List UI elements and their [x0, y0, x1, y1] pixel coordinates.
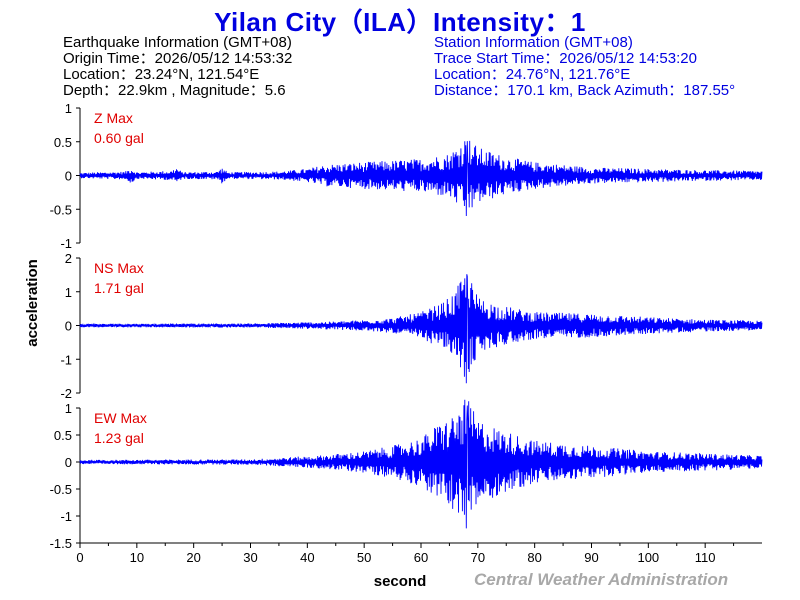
y-tick-label: 0.5	[54, 135, 72, 150]
x-tick-label: 100	[637, 550, 659, 565]
y-tick-label: 0	[65, 319, 72, 334]
panel-label-1: Z Max	[94, 110, 133, 126]
y-tick-label: -1	[60, 236, 72, 251]
x-tick-label: 10	[130, 550, 144, 565]
distance-azimuth: Distance：170.1 km, Back Azimuth：187.55°	[434, 82, 736, 99]
x-tick-label: 70	[471, 550, 485, 565]
earthquake-info: Earthquake Information (GMT+08) Origin T…	[63, 35, 292, 99]
y-tick-label: -0.5	[50, 202, 72, 217]
y-tick-label: 1	[65, 285, 72, 300]
x-tick-label: 20	[186, 550, 200, 565]
earthquake-info-heading: Earthquake Information (GMT+08)	[63, 34, 292, 51]
y-tick-label: 0.5	[54, 428, 72, 443]
origin-time: Origin Time：2026/05/12 14:53:32	[63, 50, 293, 67]
y-tick-label: 0	[65, 455, 72, 470]
waveform-trace-1	[79, 140, 763, 217]
y-tick-label: 1	[65, 101, 72, 116]
station-location: Location：24.76°N, 121.76°E	[434, 66, 631, 83]
x-tick-label: 80	[527, 550, 541, 565]
x-tick-label: 90	[584, 550, 598, 565]
panel-label-2: NS Max	[94, 260, 144, 276]
credit-text: Central Weather Administration	[474, 570, 729, 589]
panel-max-value-3: 1.23 gal	[94, 430, 144, 446]
panel-label-3: EW Max	[94, 410, 147, 426]
panel-max-value-1: 0.60 gal	[94, 130, 144, 146]
y-tick-label: -1.5	[50, 536, 72, 551]
x-axis-label: second	[374, 573, 427, 590]
depth-magnitude: Depth：22.9km , Magnitude：5.6	[63, 82, 286, 99]
waveform-trace-2	[79, 274, 763, 384]
x-tick-label: 60	[414, 550, 428, 565]
waveform-trace-3	[79, 399, 763, 529]
y-axis-label: acceleration	[24, 259, 41, 347]
x-tick-label: 0	[76, 550, 83, 565]
trace-start-time: Trace Start Time：2026/05/12 14:53:20	[434, 50, 697, 67]
y-tick-label: 0	[65, 169, 72, 184]
station-info: Station Information (GMT+08) Trace Start…	[434, 35, 735, 99]
x-tick-label: 40	[300, 550, 314, 565]
y-tick-label: -0.5	[50, 482, 72, 497]
y-tick-label: -1	[60, 352, 72, 367]
x-tick-label: 110	[695, 550, 716, 565]
y-tick-label: 2	[65, 251, 72, 266]
panel-max-value-2: 1.71 gal	[94, 280, 144, 296]
y-tick-label: 1	[65, 401, 72, 416]
epicenter-location: Location：23.24°N, 121.54°E	[63, 66, 260, 83]
page-title: Yilan City（ILA）Intensity：1	[214, 7, 586, 37]
y-tick-label: -2	[60, 386, 72, 401]
x-tick-label: 50	[357, 550, 371, 565]
y-tick-label: -1	[60, 509, 72, 524]
station-info-heading: Station Information (GMT+08)	[434, 34, 633, 51]
x-tick-label: 30	[243, 550, 257, 565]
